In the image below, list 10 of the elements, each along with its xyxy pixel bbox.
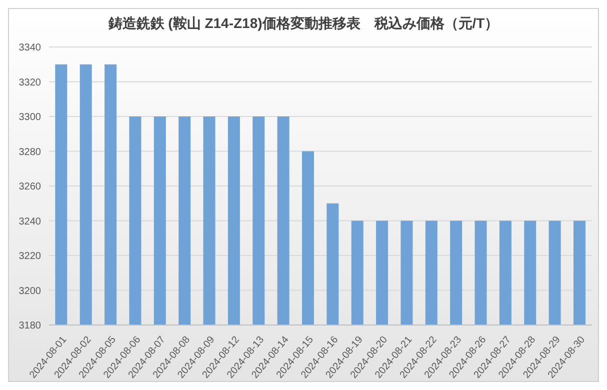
chart-title: 鋳造銑鉄 (鞍山 Z14-Z18)価格変動推移表 税込み価格（元/T） xyxy=(107,14,500,33)
y-tick-label: 3180 xyxy=(18,320,42,332)
y-tick-label: 3260 xyxy=(18,182,42,193)
y-tick-label: 3320 xyxy=(18,77,42,88)
y-tick-label: 3340 xyxy=(18,42,42,54)
y-tick-label: 3220 xyxy=(18,251,42,262)
y-tick-label: 3200 xyxy=(18,286,42,297)
y-tick-label: 3280 xyxy=(18,146,42,158)
y-tick-label: 3240 xyxy=(18,216,42,228)
y-tick-label: 3300 xyxy=(18,112,42,124)
